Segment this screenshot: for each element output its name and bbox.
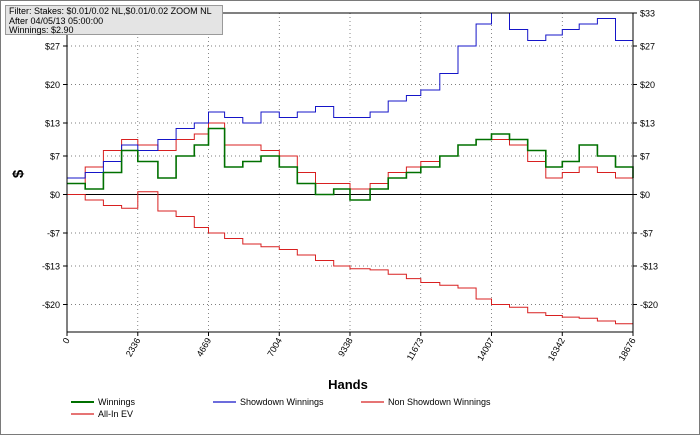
x-axis-label: Hands [328,377,368,392]
winnings-summary: Winnings: $2.90 [9,25,74,35]
y-tick-label-left: $20 [45,80,60,90]
date-filter-text: After 04/05/13 05:00:00 [9,15,104,26]
y-axis-right-ticks: -$20 -$13 -$7 $0 $7 $13 $20 $27 $33 [633,9,658,310]
legend-label-3: All-In EV [98,409,133,419]
y-tick-label-right: $7 [640,152,650,162]
y-axis-left-ticks: -$20-$13-$7$0$7$13$20$27$33 [42,9,67,310]
plot-axes [66,12,634,333]
series-line-showdown-winnings [67,12,634,179]
legend-label-2: Non Showdown Winnings [388,397,491,407]
series-line-non-showdown-winnings [67,122,634,190]
x-tick-label: 0 [61,336,72,345]
y-tick-label-right: -$13 [640,262,658,272]
x-tick-label: 4669 [195,336,214,358]
y-tick-label-left: $0 [50,190,60,200]
x-tick-label: 2336 [124,336,143,358]
chart-legend: Winnings Showdown Winnings Non Showdown Wi… [71,397,491,419]
legend-label-0: Winnings [98,397,136,407]
x-tick-label: 9338 [336,336,355,358]
legend-label-1: Showdown Winnings [240,397,324,407]
series-line-all-in-ev [67,191,634,332]
plot-area-border [66,12,634,333]
y-tick-label-right: -$20 [640,300,658,310]
x-tick-label: 7004 [265,336,284,358]
y-tick-label-left: $27 [45,42,60,52]
filter-text: Filter: Stakes: $0.01/0.02 NL,$0.01/0.02… [9,6,212,16]
x-tick-label: 14007 [475,336,496,363]
x-tick-label: 18676 [617,336,638,363]
grid-lines [66,12,634,332]
y-tick-label-left: $13 [45,119,60,129]
series-line-winnings [67,127,634,201]
y-tick-label-left: -$13 [42,262,60,272]
y-tick-label-right: -$7 [640,229,653,239]
x-axis-ticks: 0 2336 4669 7004 9338 11673 14007 16342 18676 [61,332,638,363]
y-tick-label-left: $7 [50,152,60,162]
y-tick-label-left: -$20 [42,300,60,310]
filter-info-box: Filter: Stakes: $0.01/0.02 NL,$0.01/0.02… [5,5,223,35]
y-tick-label-right: $13 [640,119,655,129]
y-tick-label-right: $20 [640,80,655,90]
y-tick-label-right: $33 [640,9,655,19]
x-tick-label: 16342 [546,336,567,363]
series-lines [67,12,634,332]
x-tick-label: 11673 [405,336,426,362]
y-tick-label-right: $27 [640,42,655,52]
y-tick-label-left: -$7 [47,229,60,239]
y-axis-label: $ [10,169,27,178]
y-tick-label-right: $0 [640,190,650,200]
